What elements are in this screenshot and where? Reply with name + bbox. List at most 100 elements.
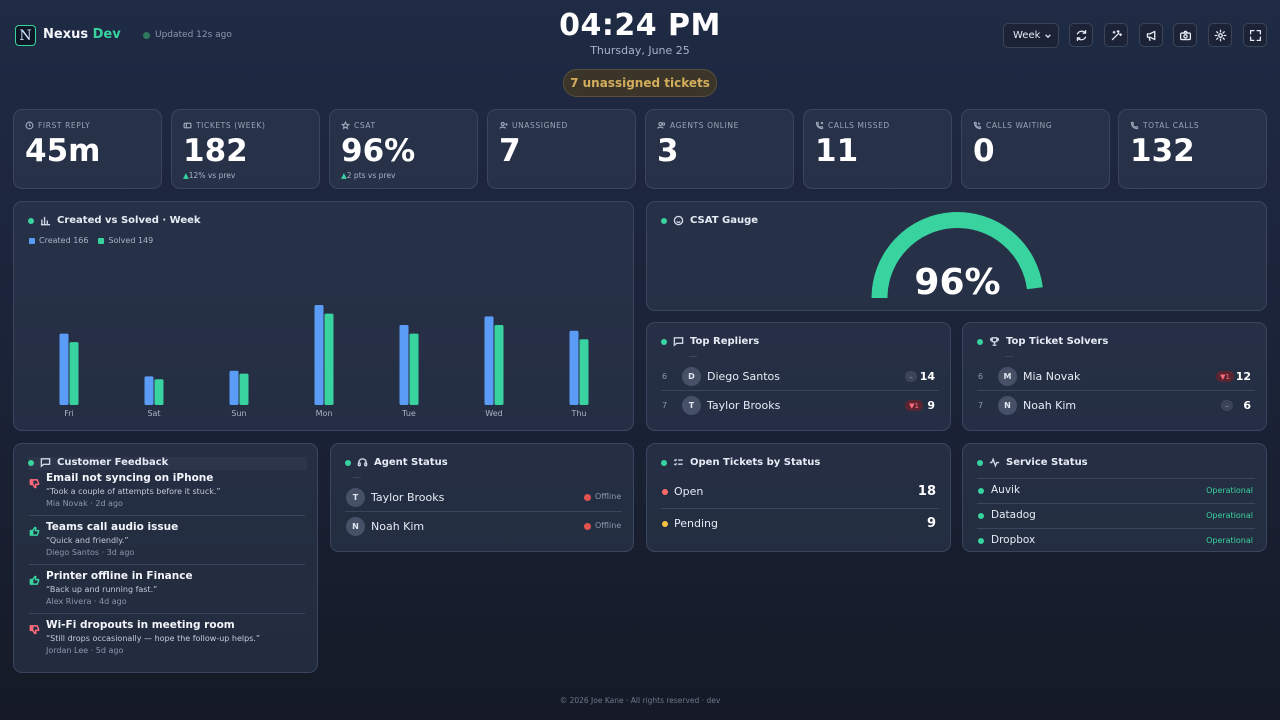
panel-title: Agent Status	[345, 457, 448, 468]
gauge-value: 96%	[914, 262, 1001, 303]
rank: 6	[662, 372, 668, 381]
trophy-icon	[989, 337, 1000, 346]
bar-created-sat	[144, 376, 154, 405]
kpi-label-wrap: UNASSIGNED	[499, 121, 568, 130]
range-select[interactable]: Week	[1003, 23, 1059, 48]
avatar: D	[682, 367, 701, 386]
refresh-icon	[1076, 29, 1086, 41]
kpi-csat: CSAT 96% ▲2 pts vs prev	[329, 109, 478, 189]
live-dot-icon	[977, 338, 983, 345]
legend-created: Created 166	[29, 236, 88, 245]
agent-status: Offline	[595, 521, 622, 530]
service-ok-dot-icon	[978, 538, 984, 544]
avatar: T	[346, 488, 365, 507]
created-solved-panel: Created vs Solved · Week Created 166 Sol…	[13, 201, 634, 431]
logo-letter: N	[19, 27, 32, 44]
service-name: Dropbox	[991, 534, 1036, 546]
agent-status-panel: Agent Status T Taylor Brooks Offline N N…	[330, 443, 634, 552]
divider	[661, 390, 939, 391]
brand-primary: Nexus	[43, 27, 89, 42]
open-tickets-panel: Open Tickets by Status Open 18 Pending 9	[646, 443, 951, 552]
kpi-sub-text: 12% vs prev	[188, 171, 236, 180]
status-pending-dot-icon	[662, 521, 668, 527]
kpi-value: 3	[657, 133, 679, 169]
service-ok-dot-icon	[978, 488, 984, 494]
kpi-label-wrap: AGENTS ONLINE	[657, 121, 739, 130]
bar-created-mon	[314, 305, 324, 405]
phone-waiting-icon	[973, 121, 982, 130]
bar-created-tue	[399, 325, 409, 405]
bar-solved-sat	[154, 379, 164, 405]
csat-gauge	[871, 212, 1043, 299]
logo: N	[15, 25, 36, 46]
bar-solved-wed	[494, 325, 504, 405]
divider	[689, 356, 697, 357]
bar-solved-fri	[69, 342, 79, 405]
panel-title: Customer Feedback	[28, 457, 307, 470]
live-dot-icon	[977, 459, 983, 466]
magic-button[interactable]	[1104, 23, 1128, 47]
feedback-list[interactable]: Email not syncing on iPhone “Took a coup…	[14, 444, 317, 672]
feedback-title: Printer offline in Finance	[46, 570, 193, 582]
legend-swatch-solved	[98, 237, 105, 244]
refresh-button[interactable]	[1069, 23, 1093, 47]
thumbs-down-icon	[29, 474, 40, 489]
live-dot-icon	[345, 459, 351, 466]
rank-delta: ▼1	[1216, 371, 1234, 382]
panel-title: Top Repliers	[661, 336, 759, 347]
trend-up-icon: ▲	[341, 171, 347, 180]
kpi-label: CALLS MISSED	[828, 121, 890, 130]
megaphone-icon	[1146, 30, 1155, 41]
live-dot-icon	[661, 338, 667, 345]
open-tickets-title: Open Tickets by Status	[690, 457, 821, 468]
rank: 7	[662, 401, 668, 410]
rank-delta: –	[905, 371, 917, 382]
fullscreen-button[interactable]	[1243, 23, 1267, 47]
divider	[345, 511, 622, 512]
replier-name: Diego Santos	[707, 370, 780, 383]
kpi-value: 96%	[341, 133, 416, 169]
divider	[1005, 356, 1013, 357]
solver-name: Noah Kim	[1023, 399, 1077, 412]
solve-count: 6	[1243, 399, 1251, 412]
screenshot-button[interactable]	[1173, 23, 1197, 47]
x-tick-label: Sat	[147, 409, 160, 418]
kpi-unassigned: UNASSIGNED 7	[487, 109, 636, 189]
bar-created-sun	[229, 370, 239, 405]
kpi-value: 7	[499, 133, 521, 169]
camera-icon	[1179, 30, 1191, 40]
kpi-value: 182	[183, 133, 248, 169]
gear-icon	[1214, 29, 1226, 41]
service-status: Operational	[1206, 536, 1253, 545]
unassigned-alert-pill[interactable]: 7 unassigned tickets	[563, 69, 717, 97]
kpi-label-wrap: TICKETS (WEEK)	[183, 121, 265, 130]
divider	[977, 528, 1255, 529]
divider	[29, 515, 305, 516]
offline-dot-icon	[584, 523, 591, 530]
agent-status: Offline	[595, 492, 622, 501]
bar-chart-icon	[40, 216, 51, 226]
status-open-dot-icon	[662, 489, 668, 495]
headset-icon	[357, 458, 368, 467]
panel-title: CSAT Gauge	[661, 215, 758, 226]
announce-button[interactable]	[1139, 23, 1163, 47]
kpi-label: TICKETS (WEEK)	[196, 121, 266, 130]
kpi-label-wrap: TOTAL CALLS	[1130, 121, 1199, 130]
kpi-label: FIRST REPLY	[38, 121, 91, 130]
feedback-quote: “Still drops occasionally — hope the fol…	[46, 634, 261, 643]
thumbs-up-icon	[29, 571, 40, 585]
panel-title: Service Status	[977, 457, 1088, 468]
feedback-meta: Diego Santos · 3d ago	[46, 548, 135, 557]
range-select-value: Week	[1013, 30, 1041, 41]
settings-button[interactable]	[1208, 23, 1232, 47]
x-tick-label: Mon	[316, 409, 333, 418]
legend-swatch-created	[29, 237, 35, 244]
top-solvers-panel: Top Ticket Solvers 6 M Mia Novak ▼1 12 7…	[962, 322, 1267, 431]
feedback-quote: “Back up and running fast.”	[46, 585, 158, 594]
x-tick-label: Fri	[64, 409, 74, 418]
top-repliers-title: Top Repliers	[690, 336, 760, 347]
panel-title: Open Tickets by Status	[661, 457, 820, 468]
x-tick-label: Thu	[570, 409, 586, 418]
kpi-value: 0	[973, 133, 995, 169]
kpi-label-wrap: CSAT	[341, 121, 376, 130]
